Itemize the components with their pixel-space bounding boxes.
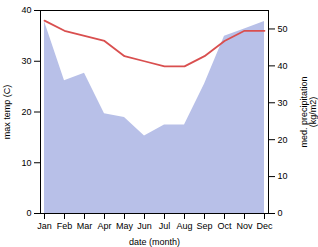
svg-text:Dec: Dec (256, 221, 273, 231)
svg-text:Nov: Nov (236, 221, 253, 231)
svg-text:0: 0 (26, 208, 31, 218)
svg-text:Oct: Oct (217, 221, 232, 231)
svg-text:May: May (116, 221, 134, 231)
svg-text:Jul: Jul (159, 221, 171, 231)
svg-text:40: 40 (21, 5, 31, 15)
svg-text:20: 20 (21, 107, 31, 117)
svg-text:20: 20 (278, 135, 288, 145)
svg-text:50: 50 (278, 24, 288, 34)
svg-text:Mar: Mar (77, 221, 93, 231)
svg-text:date (month): date (month) (129, 237, 180, 247)
svg-text:Jun: Jun (137, 221, 152, 231)
svg-text:Sep: Sep (196, 221, 212, 231)
svg-text:med. precipitation(kg/m2): med. precipitation(kg/m2) (299, 76, 318, 147)
svg-text:10: 10 (21, 158, 31, 168)
svg-text:30: 30 (278, 98, 288, 108)
svg-text:30: 30 (21, 56, 31, 66)
svg-text:0: 0 (278, 208, 283, 218)
svg-text:10: 10 (278, 171, 288, 181)
svg-text:Aug: Aug (176, 221, 192, 231)
svg-text:Jan: Jan (37, 221, 52, 231)
svg-text:40: 40 (278, 61, 288, 71)
svg-text:max temp (C): max temp (C) (2, 85, 12, 140)
svg-text:Feb: Feb (57, 221, 73, 231)
svg-text:Apr: Apr (97, 221, 111, 231)
